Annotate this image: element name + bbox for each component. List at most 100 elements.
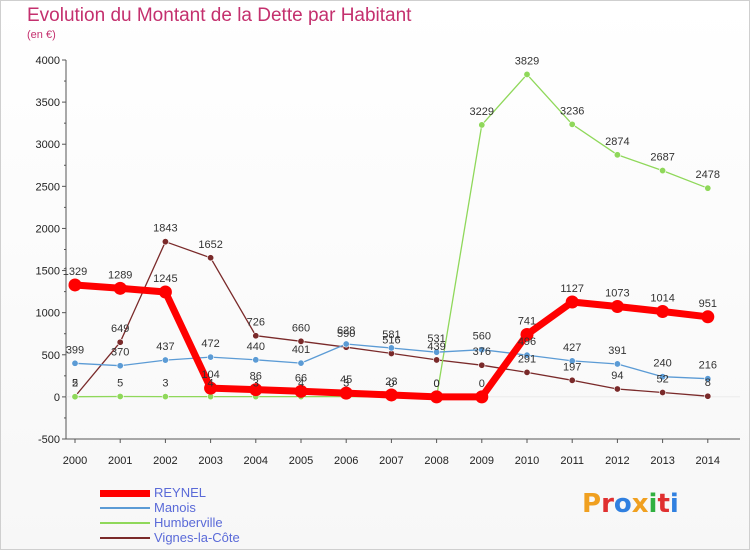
data-label: 1014 [650,292,674,304]
data-label: 590 [337,328,355,340]
x-tick-label: 2010 [515,455,539,467]
data-point [568,357,576,365]
data-point [568,120,576,128]
data-point [294,384,308,398]
y-tick-label: 500 [42,350,60,362]
data-point [207,353,215,361]
data-label: 427 [563,342,581,354]
data-point [475,390,489,404]
data-label: 376 [473,346,491,358]
data-label: 197 [563,361,581,373]
data-point [433,356,441,364]
data-label: 2478 [696,169,720,181]
logo-letter: i [648,489,658,519]
data-point [659,389,667,397]
data-point [116,362,124,370]
x-tick-label: 2001 [108,455,132,467]
data-label: 4 [208,378,214,390]
data-label: 5 [72,377,78,389]
data-point [568,376,576,384]
data-point [704,375,712,383]
y-tick-label: 3500 [36,97,60,109]
data-point [659,373,667,381]
data-label: 94 [611,370,623,382]
proxiti-logo: Proxiti [582,489,679,519]
data-label: 741 [518,315,536,327]
data-label: 1245 [153,273,177,285]
data-point [659,167,667,175]
data-label: 1329 [63,266,87,278]
logo-letter: i [669,489,679,519]
data-label: 45 [340,374,352,386]
y-tick-label: 2000 [36,223,60,235]
x-tick-label: 2002 [153,455,177,467]
data-label: 216 [699,360,717,372]
logo-letter: o [613,489,632,519]
legend-label: REYNEL [154,485,207,500]
data-point [161,238,169,246]
chart-title: Evolution du Montant de la Dette par Hab… [27,5,412,26]
legend-label: Vignes-la-Côte [154,530,240,545]
x-tick-label: 2013 [650,455,674,467]
x-tick-label: 2011 [560,455,584,467]
data-point [523,351,531,359]
x-tick-label: 2006 [334,455,358,467]
data-point [249,383,263,397]
data-label: 291 [518,353,536,365]
data-point [520,327,534,341]
data-label: 1843 [153,223,177,235]
chart-subtitle: (en €) [27,29,56,41]
legend-swatch [100,489,150,497]
data-label: 23 [385,376,397,388]
data-point [161,356,169,364]
x-tick-label: 2012 [605,455,629,467]
data-label: 531 [427,333,445,345]
data-label: 399 [66,344,84,356]
data-label: 516 [382,334,400,346]
data-label: 726 [247,317,265,329]
data-point [158,285,172,299]
data-point [613,385,621,393]
data-label: 1127 [560,283,584,295]
data-label: 1073 [605,288,629,300]
data-label: 581 [382,329,400,341]
data-point [252,356,260,364]
data-point [116,392,124,400]
data-label: 8 [705,377,711,389]
legend-label: Humberville [154,515,223,530]
data-point [430,390,444,404]
data-label: 1652 [198,239,222,251]
data-label: 66 [295,372,307,384]
y-tick-label: 0 [54,392,60,404]
data-label: 1289 [108,269,132,281]
data-point [161,393,169,401]
data-label: 2687 [650,152,674,164]
data-label: 560 [473,331,491,343]
data-label: 649 [111,323,129,335]
data-point [297,359,305,367]
data-point [523,368,531,376]
data-point [113,281,127,295]
x-tick-label: 2007 [379,455,403,467]
data-label: 437 [156,341,174,353]
data-point [478,346,486,354]
data-point [252,332,260,340]
data-point [433,348,441,356]
x-tick-label: 2005 [289,455,313,467]
data-label: 439 [427,341,445,353]
y-tick-label: 1000 [36,308,60,320]
data-label: 370 [111,347,129,359]
data-point [613,360,621,368]
y-tick-label: 2500 [36,181,60,193]
y-tick-label: 4000 [36,55,60,67]
data-point [387,344,395,352]
x-tick-label: 2003 [198,455,222,467]
legend-swatch [100,537,150,539]
data-point [71,393,79,401]
logo-letter: r [601,489,614,519]
data-label: 660 [292,322,310,334]
x-tick-label: 2000 [63,455,87,467]
legend-label: Manois [154,500,196,515]
